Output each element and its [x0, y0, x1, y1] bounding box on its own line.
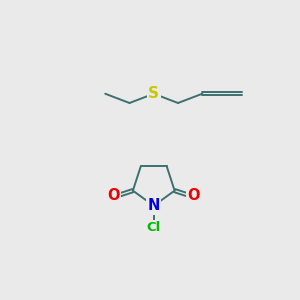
Text: O: O [107, 188, 120, 203]
Text: S: S [148, 86, 159, 101]
Text: N: N [148, 198, 160, 213]
Text: O: O [188, 188, 200, 203]
Text: Cl: Cl [147, 221, 161, 234]
